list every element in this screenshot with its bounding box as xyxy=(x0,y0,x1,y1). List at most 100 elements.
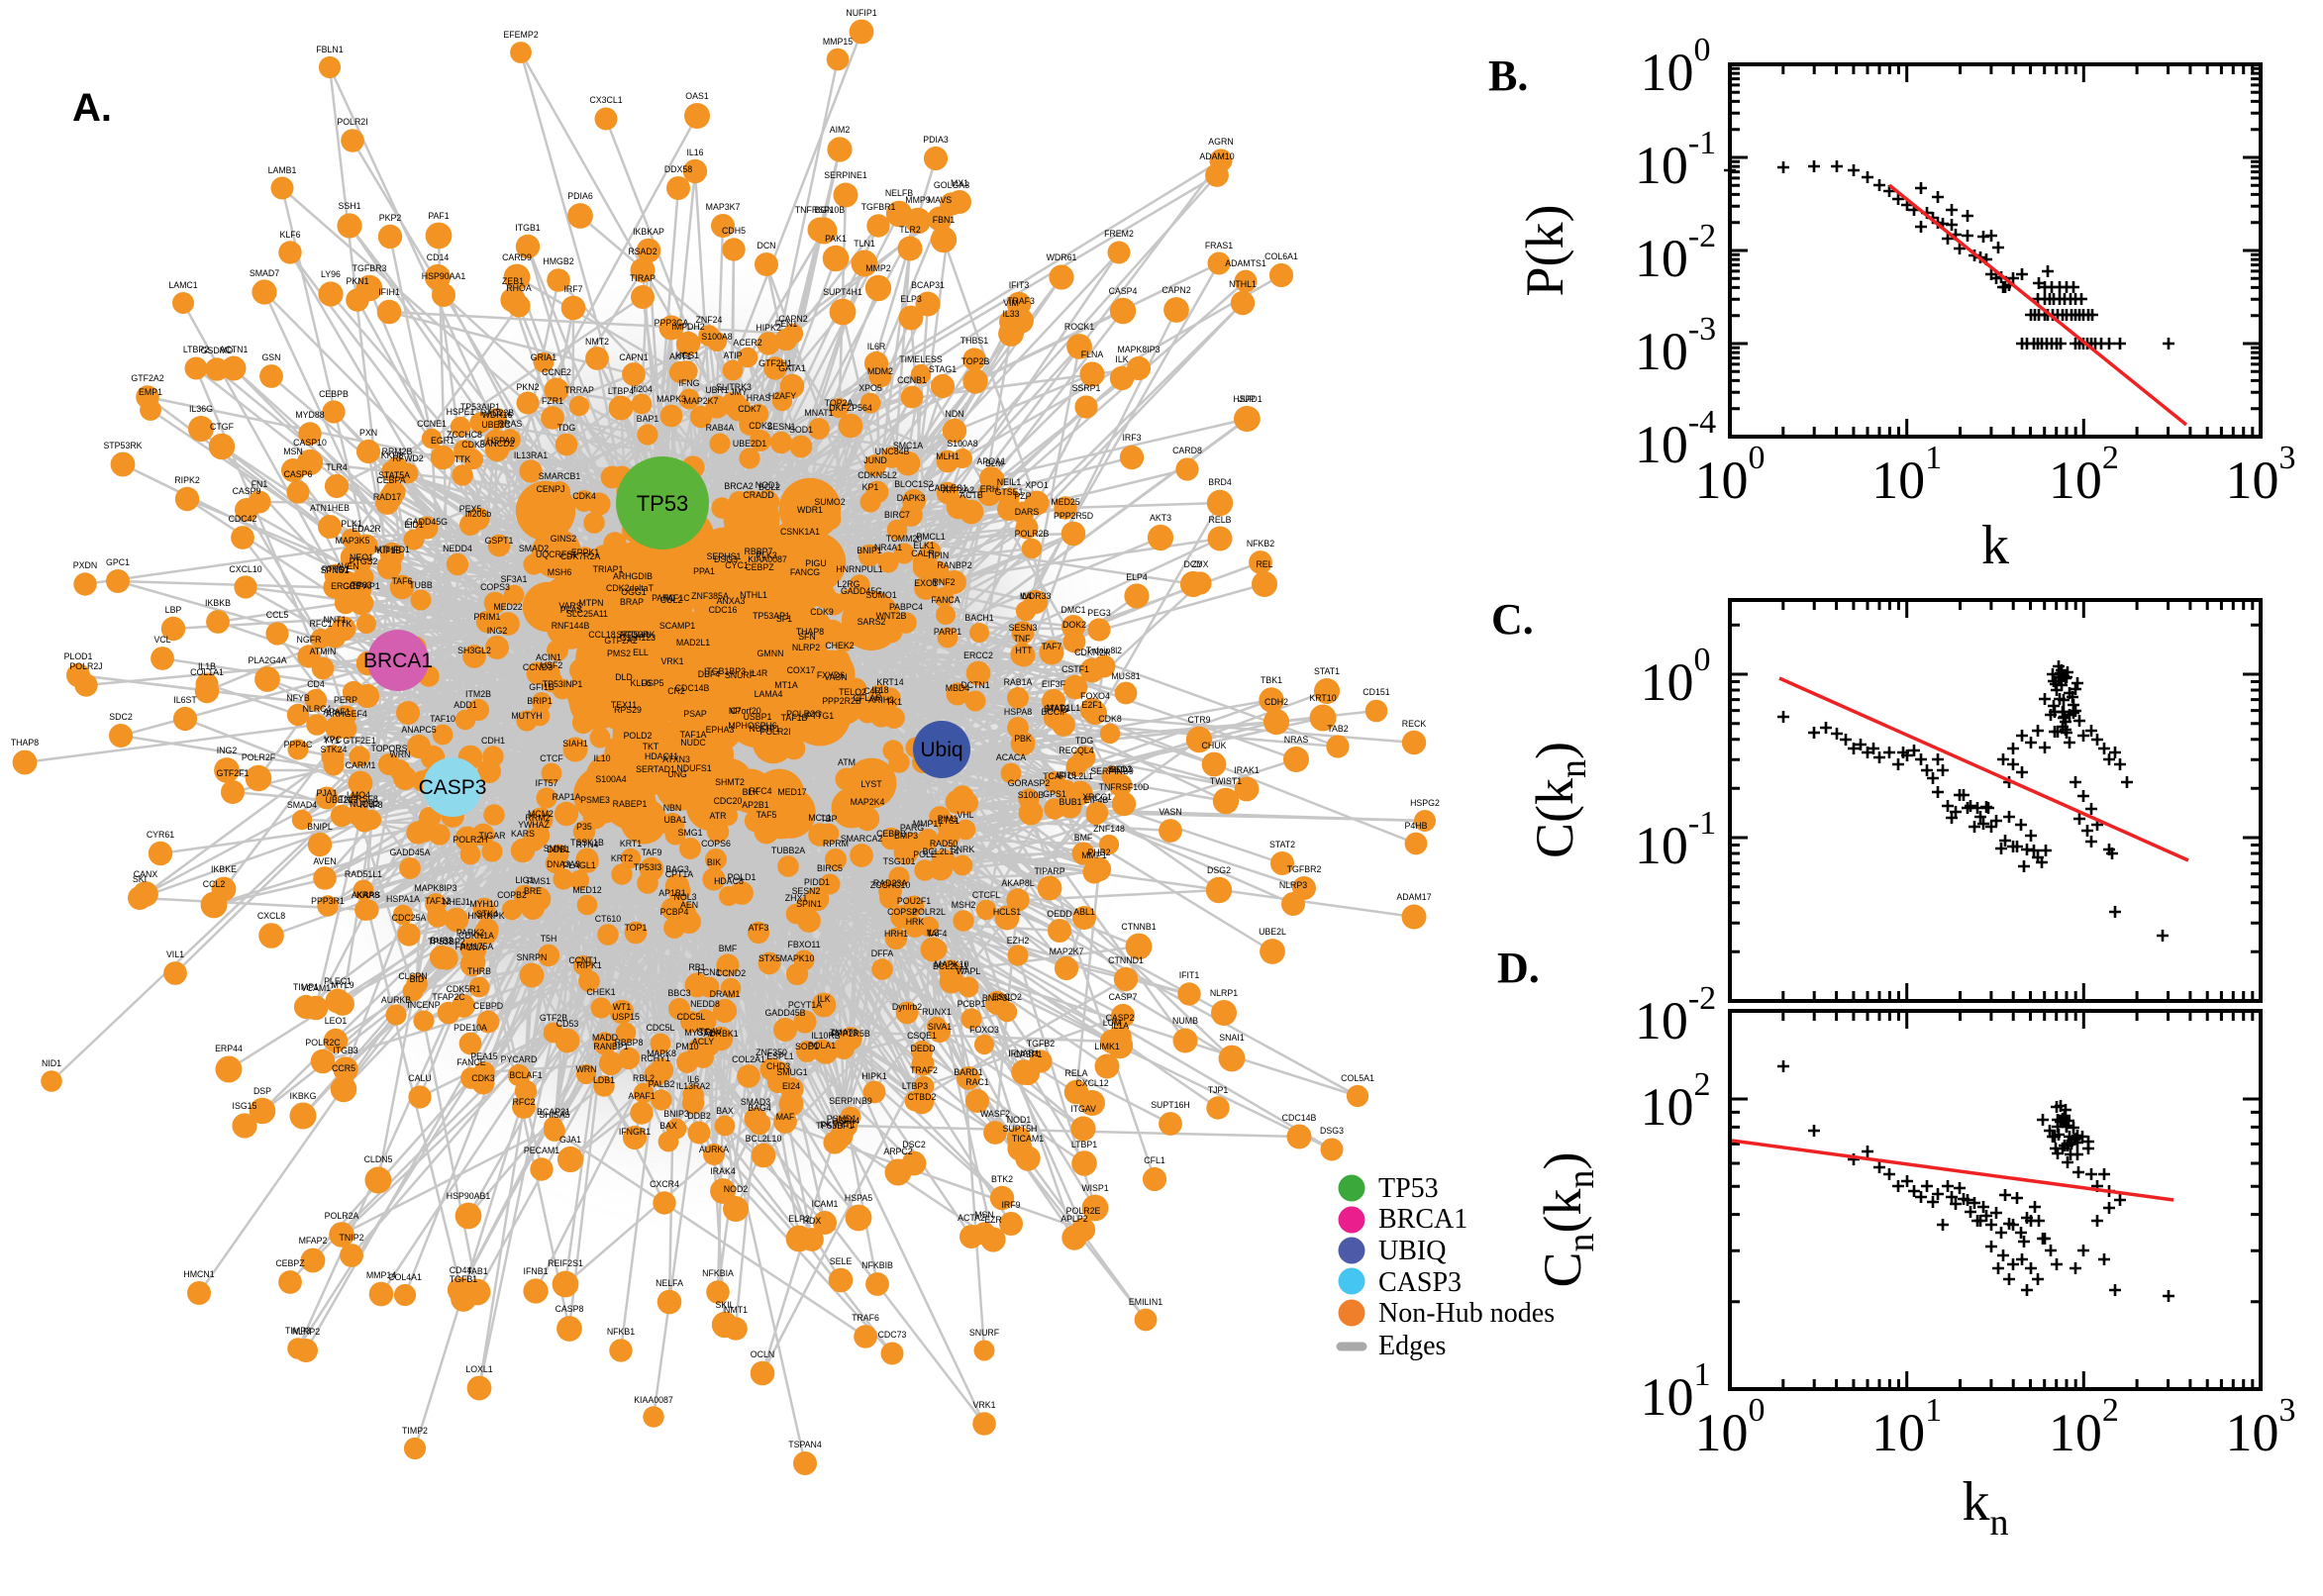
svg-text:CASP8: CASP8 xyxy=(556,1304,584,1314)
svg-text:MAD2L1: MAD2L1 xyxy=(676,638,710,648)
svg-text:RRAS: RRAS xyxy=(498,419,523,429)
svg-text:NDN: NDN xyxy=(945,409,963,419)
svg-text:IMPDH2: IMPDH2 xyxy=(671,322,704,332)
svg-text:PMS2: PMS2 xyxy=(607,648,631,658)
svg-text:CFLAR: CFLAR xyxy=(854,693,882,703)
svg-text:MAPK10: MAPK10 xyxy=(935,959,969,969)
svg-text:PPP3CA: PPP3CA xyxy=(655,318,689,328)
svg-text:RNF2: RNF2 xyxy=(933,577,956,587)
svg-text:OEDD: OEDD xyxy=(1047,909,1071,919)
svg-text:PHB2: PHB2 xyxy=(1088,848,1111,857)
svg-text:CXCL8: CXCL8 xyxy=(257,911,285,921)
svg-text:PLK3: PLK3 xyxy=(756,550,777,560)
svg-text:RFC4: RFC4 xyxy=(750,786,772,796)
svg-text:LIMK1: LIMK1 xyxy=(1094,1042,1120,1051)
svg-text:HRAS: HRAS xyxy=(747,393,771,403)
svg-text:MMP1: MMP1 xyxy=(1081,850,1107,860)
svg-text:NUFIP1: NUFIP1 xyxy=(846,8,876,18)
svg-text:PIM1: PIM1 xyxy=(938,814,959,824)
svg-text:CL2L1: CL2L1 xyxy=(1067,771,1093,781)
svg-text:UBR1: UBR1 xyxy=(705,385,729,395)
svg-text:BCL2L14: BCL2L14 xyxy=(923,847,960,856)
svg-text:GORASP2: GORASP2 xyxy=(1008,778,1051,788)
svg-text:POLR2I: POLR2I xyxy=(337,117,367,127)
svg-text:SMUG1: SMUG1 xyxy=(776,1067,807,1077)
svg-text:COL2A1: COL2A1 xyxy=(732,1054,765,1064)
svg-text:NEDD4: NEDD4 xyxy=(443,544,472,553)
svg-text:UBIQ: UBIQ xyxy=(1378,1236,1446,1266)
svg-text:ARHGEF4: ARHGEF4 xyxy=(326,709,367,719)
svg-text:ZNF24: ZNF24 xyxy=(696,315,723,325)
svg-text:TDG: TDG xyxy=(557,423,576,433)
svg-text:IL36G: IL36G xyxy=(189,404,213,414)
svg-text:CDC5L: CDC5L xyxy=(677,1012,706,1022)
svg-text:PARK2: PARK2 xyxy=(456,928,484,938)
svg-text:MAP3K5: MAP3K5 xyxy=(336,536,370,546)
svg-text:ESPL1: ESPL1 xyxy=(766,1051,793,1061)
svg-text:FOXO4: FOXO4 xyxy=(1080,691,1110,701)
svg-text:EGR1: EGR1 xyxy=(431,436,454,446)
svg-text:DMC1: DMC1 xyxy=(1061,605,1086,615)
svg-text:RFC1: RFC1 xyxy=(310,619,333,629)
svg-text:HMGB2: HMGB2 xyxy=(543,256,573,266)
svg-text:ARIH2: ARIH2 xyxy=(868,695,894,705)
svg-text:IL10RB: IL10RB xyxy=(811,1031,840,1041)
svg-text:COPS6: COPS6 xyxy=(701,839,731,848)
svg-text:JMY: JMY xyxy=(730,387,748,397)
svg-text:ATMIN: ATMIN xyxy=(310,647,337,656)
svg-text:HSPD1: HSPD1 xyxy=(1233,394,1262,404)
svg-text:GADD45G: GADD45G xyxy=(841,586,882,596)
svg-text:GJA1: GJA1 xyxy=(559,1135,581,1145)
svg-text:AVEN: AVEN xyxy=(313,856,336,866)
svg-text:BCLAF1: BCLAF1 xyxy=(509,1070,542,1080)
svg-text:CAPN2: CAPN2 xyxy=(778,314,807,324)
svg-text:HSPA9: HSPA9 xyxy=(487,436,515,446)
svg-text:SUMO1: SUMO1 xyxy=(865,590,896,600)
svg-text:CCND3: CCND3 xyxy=(523,662,553,672)
svg-text:LAMA4: LAMA4 xyxy=(755,689,783,699)
svg-text:MMP14: MMP14 xyxy=(366,1270,396,1280)
svg-text:RFWD2: RFWD2 xyxy=(392,453,423,463)
svg-text:BNIP3: BNIP3 xyxy=(663,1109,689,1119)
svg-text:TP53AP1: TP53AP1 xyxy=(753,611,790,621)
svg-text:CDK3: CDK3 xyxy=(471,1073,495,1083)
svg-text:C1orf123: C1orf123 xyxy=(620,633,656,643)
svg-text:SPIN1: SPIN1 xyxy=(796,899,822,909)
svg-text:TWIST1: TWIST1 xyxy=(1210,776,1242,786)
svg-text:RIPK2: RIPK2 xyxy=(174,475,200,485)
svg-text:KRT14: KRT14 xyxy=(876,677,903,687)
svg-text:Ifi205b: Ifi205b xyxy=(465,509,492,519)
svg-text:BRAP: BRAP xyxy=(620,597,644,607)
svg-text:NHEJ1: NHEJ1 xyxy=(443,897,470,907)
svg-text:DKFZP564: DKFZP564 xyxy=(829,403,872,413)
svg-text:ISG15: ISG15 xyxy=(233,1101,257,1111)
svg-text:PMS1: PMS1 xyxy=(527,876,551,886)
svg-text:YWHAZ: YWHAZ xyxy=(518,820,550,830)
svg-text:TELO2: TELO2 xyxy=(839,687,866,697)
svg-text:STX5: STX5 xyxy=(758,953,780,963)
svg-text:ARPC2: ARPC2 xyxy=(883,1147,912,1156)
svg-text:MYD88: MYD88 xyxy=(295,410,324,420)
svg-text:RAB1A: RAB1A xyxy=(1004,677,1033,687)
svg-text:CENPJ: CENPJ xyxy=(537,484,565,494)
svg-text:GTF2F1: GTF2F1 xyxy=(217,768,250,778)
svg-text:CCNE1: CCNE1 xyxy=(417,419,447,429)
svg-text:CTNNB1: CTNNB1 xyxy=(1121,922,1156,932)
svg-text:YY1: YY1 xyxy=(324,736,341,746)
svg-text:BCAP31: BCAP31 xyxy=(537,1107,570,1117)
svg-text:WDR33: WDR33 xyxy=(1021,591,1052,601)
svg-text:CDKN2A: CDKN2A xyxy=(1074,648,1110,657)
svg-text:CDC16: CDC16 xyxy=(709,605,738,615)
svg-text:TLN1: TLN1 xyxy=(854,239,875,249)
svg-text:BCAP31: BCAP31 xyxy=(911,280,945,290)
svg-text:ERP44: ERP44 xyxy=(215,1044,243,1053)
svg-text:CCNT1: CCNT1 xyxy=(568,955,597,965)
svg-text:AURKA: AURKA xyxy=(699,1145,729,1154)
svg-text:STK4: STK4 xyxy=(476,909,498,919)
svg-text:NMT2: NMT2 xyxy=(585,337,609,347)
svg-text:TAF1C: TAF1C xyxy=(662,593,690,603)
svg-text:POU2F1: POU2F1 xyxy=(897,896,931,906)
svg-text:ATN1HEB: ATN1HEB xyxy=(310,503,350,513)
svg-text:ADAMTS1: ADAMTS1 xyxy=(1225,258,1266,268)
svg-text:SESN3: SESN3 xyxy=(1009,623,1038,633)
